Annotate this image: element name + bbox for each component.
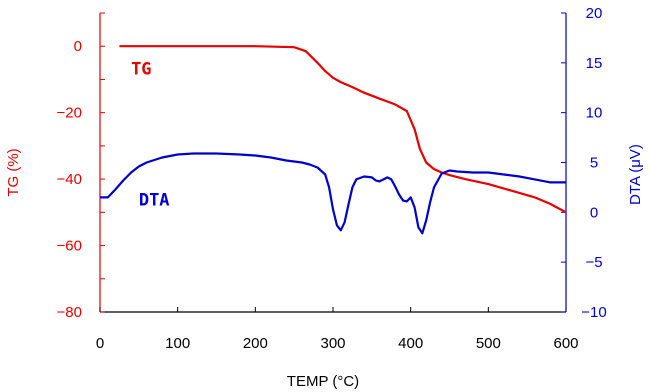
x-tick-label: 600 <box>553 335 578 352</box>
x-tick-label: 400 <box>398 335 423 352</box>
left-y-tick-label: −20 <box>57 105 82 122</box>
x-tick-label: 100 <box>165 335 190 352</box>
right-y-axis-title: DTA (μV) <box>627 144 644 205</box>
tg-series-annotation: TG <box>131 59 151 79</box>
x-tick-label: 0 <box>96 335 104 352</box>
right-y-tick-label: 15 <box>586 55 603 72</box>
x-tick-label: 200 <box>243 335 268 352</box>
right-y-tick-label: 20 <box>586 5 603 22</box>
labels-group: TEMP (°C) TG (%) DTA (μV) <box>5 144 644 390</box>
left-y-tick-label: −60 <box>57 238 82 255</box>
right-y-tick-label: −5 <box>585 254 602 271</box>
x-axis-title: TEMP (°C) <box>287 373 359 390</box>
left-y-tick-label: −80 <box>57 304 82 321</box>
left-y-tick-label: 0 <box>74 38 82 55</box>
dta-series-line <box>100 152 566 235</box>
series-group: TG DTA <box>100 45 567 235</box>
left-y-axis-title: TG (%) <box>5 148 22 196</box>
axes-group: 0 100 200 300 400 500 600 −80 −60 −40 −20 0 −10 −5 0 5 1… <box>57 5 607 352</box>
right-y-tick-label: 0 <box>590 204 598 221</box>
x-tick-label: 300 <box>320 335 345 352</box>
right-y-tick-label: 5 <box>590 155 598 172</box>
dta-series-annotation: DTA <box>139 191 170 211</box>
left-y-tick-label: −40 <box>57 171 82 188</box>
right-y-tick-label: −10 <box>581 304 606 321</box>
right-y-tick-label: 10 <box>586 105 603 122</box>
x-tick-label: 500 <box>476 335 501 352</box>
tg-series-line <box>119 45 567 214</box>
